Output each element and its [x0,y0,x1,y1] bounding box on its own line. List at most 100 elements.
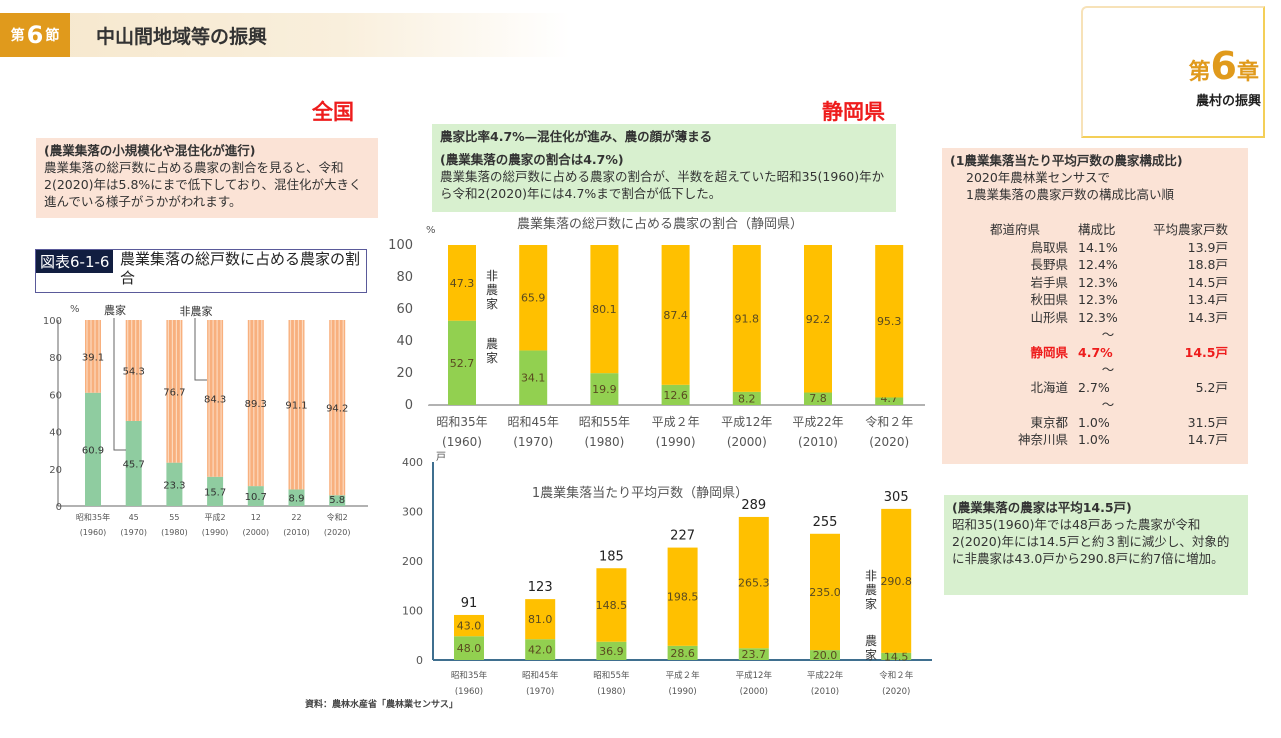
table-row: 神奈川県 1.0% 14.7戸 [980,431,1228,449]
data-label: 39.1 [82,352,104,363]
data-label: 148.5 [596,599,628,612]
section-suffix: 節 [45,28,60,44]
y-tick-label: 100 [402,605,423,618]
bar-farm [85,392,101,506]
cell: 14.7戸 [1187,432,1228,448]
bar-nonfarm [596,568,627,642]
bar-nonfarm [207,320,224,477]
bar-farm [810,650,840,660]
section-title: 中山間地域等の振興 [96,26,268,48]
x-tick-label: 平成22年 [792,415,843,429]
x-tick-label-year: (1960) [442,435,482,449]
x-tick-label: 平成2 [205,512,226,522]
y-tick-label: 40 [49,428,62,439]
data-label: 8.9 [289,494,305,505]
cell: 14.5戸 [1187,274,1228,290]
data-label: 81.0 [528,613,553,626]
data-label: 94.2 [326,404,348,415]
col-avg: 平均農家戸数 [1152,222,1228,238]
legend-nonfarm: 家 [865,596,877,611]
x-tick-label-year: (2000) [242,528,269,537]
cell: 1.0% [1078,414,1110,430]
bar-farm [448,320,476,405]
x-tick-label: 昭和45年 [508,415,559,429]
data-label: 34.1 [521,372,546,385]
x-tick-label-year: (2000) [740,687,768,697]
data-label: 84.3 [204,394,226,405]
legend-leader [194,318,207,381]
ranking-title: (1農業集落当たり平均戸数の農家構成比) [950,153,1183,168]
data-label: 235.0 [809,586,841,599]
total-label: 227 [670,529,695,544]
x-tick-label-year: (2010) [798,435,838,449]
data-label: 76.7 [163,387,185,398]
x-tick-label-year: (1990) [202,528,229,537]
data-label: 19.9 [592,383,617,396]
table-row: 鳥取県 14.1% 13.9戸 [980,239,1228,257]
x-tick-label-year: (1980) [161,528,188,537]
shizuoka-heading: 静岡県 [822,100,885,124]
data-label: 265.3 [738,577,770,590]
x-tick-label: 55 [169,513,179,522]
x-tick-label-year: (2020) [869,435,909,449]
col-ratio: 構成比 [1078,222,1116,238]
cell: 12.4% [1078,257,1118,273]
national-heading: 全国 [312,100,354,124]
cell: 12.3% [1078,274,1118,290]
legend-farm: 農 [486,337,498,351]
bar-farm [881,652,912,660]
data-label: 65.9 [521,292,546,305]
shizuoka-note: 農家比率4.7%—混住化が進み、農の顔が薄まる (農業集落の農家の割合は4.7%… [432,124,896,212]
x-tick-label: 令和２年 [879,670,914,681]
y-tick-label: 200 [402,555,423,568]
x-tick-label: 45 [129,513,139,522]
tilde-row: ～ [980,361,1228,379]
x-tick-label-year: (2010) [283,528,310,537]
tilde: ～ [1101,362,1115,378]
data-label: 23.3 [163,480,185,491]
bar-farm [596,641,627,660]
table-row: 秋田県 12.3% 13.4戸 [980,291,1228,309]
summary-title: (農業集落の農家は平均14.5戸) [952,500,1132,515]
chart-title: 1農業集落当たり平均戸数（静岡県） [532,485,748,501]
tilde-row: ～ [980,396,1228,414]
cell: 2.7% [1078,379,1110,395]
x-tick-label-year: (1960) [80,528,107,537]
cell: 長野県 [1030,257,1068,273]
ranking-panel: (1農業集落当たり平均戸数の農家構成比) 2020年農林業センサスで 1農業集落… [942,148,1248,464]
y-tick-label: 0 [56,502,62,513]
data-label: 10.7 [245,492,267,503]
cell: 14.5戸 [1184,344,1228,360]
x-tick-label-year: (1960) [455,687,483,697]
y-tick-label: 0 [405,398,413,413]
bar-farm [125,420,142,506]
data-label: 23.7 [742,648,767,661]
bar-farm [661,384,690,405]
legend-nonfarm: 非農家 [180,304,213,318]
cell: 山形県 [1030,309,1068,325]
bar-farm [166,462,183,506]
cell: 北海道 [1030,379,1068,395]
total-label: 289 [741,498,766,513]
x-tick-label: 平成２年 [666,670,701,681]
x-tick-label: 昭和35年 [436,415,487,429]
data-label: 8.2 [738,392,756,405]
x-tick-label: 昭和55年 [593,670,630,681]
cell: 静岡県 [1030,344,1068,360]
cell: 4.7% [1078,344,1113,360]
legend-farm: 農家 [104,303,126,317]
section-number: 6 [26,21,44,49]
legend-farm: 家 [486,350,498,365]
bar-farm [804,392,832,405]
data-label: 92.2 [806,313,831,326]
bar-farm [247,486,264,506]
cell: 岩手県 [1030,274,1068,290]
x-tick-label: 平成２年 [652,415,700,429]
x-tick-label: 昭和35年 [76,512,110,522]
table-row-highlight: 静岡県 4.7% 14.5戸 [980,344,1228,362]
y-tick-label: 80 [49,353,62,364]
chapter-number: 第6章 [1189,44,1259,88]
figure-title: 農業集落の総戸数に占める農家の割合 [120,250,361,287]
bar-nonfarm [166,320,183,463]
